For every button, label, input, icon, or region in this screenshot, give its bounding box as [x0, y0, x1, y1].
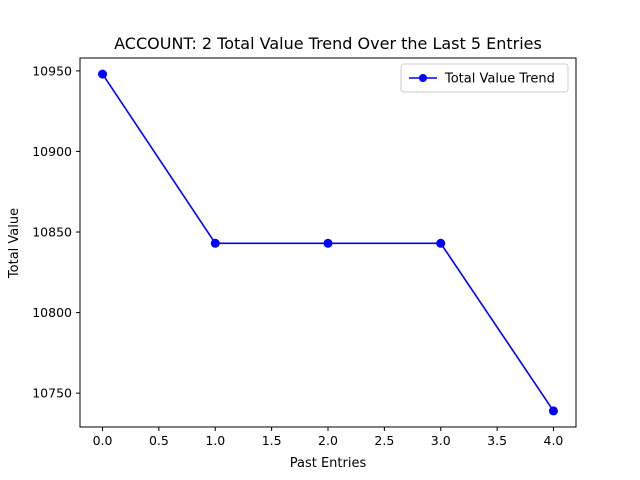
plot-area: 0.0 0.5 1.0 1.5 2.0 2.5 3.0 3.5 4.0 10750 10800 108…: [32, 57, 577, 448]
x-tick-label: 2.5: [374, 433, 394, 448]
y-tick-label: 10950: [32, 63, 72, 78]
x-tick-label: 1.0: [205, 433, 225, 448]
legend-marker-swatch: [419, 74, 427, 82]
x-axis-label: Past Entries: [290, 456, 367, 471]
y-tick-label: 10900: [32, 144, 72, 159]
data-point: [548, 406, 558, 416]
x-tick-label: 3.5: [487, 433, 507, 448]
data-point: [98, 69, 108, 79]
y-tick-label: 10800: [32, 305, 72, 320]
x-tick-label: 1.5: [262, 433, 282, 448]
legend-label: Total Value Trend: [444, 72, 555, 87]
chart-title: ACCOUNT: 2 Total Value Trend Over the La…: [114, 34, 542, 53]
legend-box: [400, 63, 569, 93]
x-tick-label: 4.0: [544, 433, 564, 448]
data-point: [210, 238, 220, 248]
data-point: [323, 238, 333, 248]
x-tick-label: 3.0: [431, 433, 451, 448]
data-point: [436, 238, 446, 248]
y-tick-label: 10750: [32, 386, 72, 401]
y-tick-label: 10850: [32, 225, 72, 240]
y-axis-label: Total Value: [7, 208, 22, 279]
x-tick-label: 0.5: [149, 433, 169, 448]
x-tick-label: 0.0: [93, 433, 113, 448]
x-tick-label: 2.0: [318, 433, 338, 448]
